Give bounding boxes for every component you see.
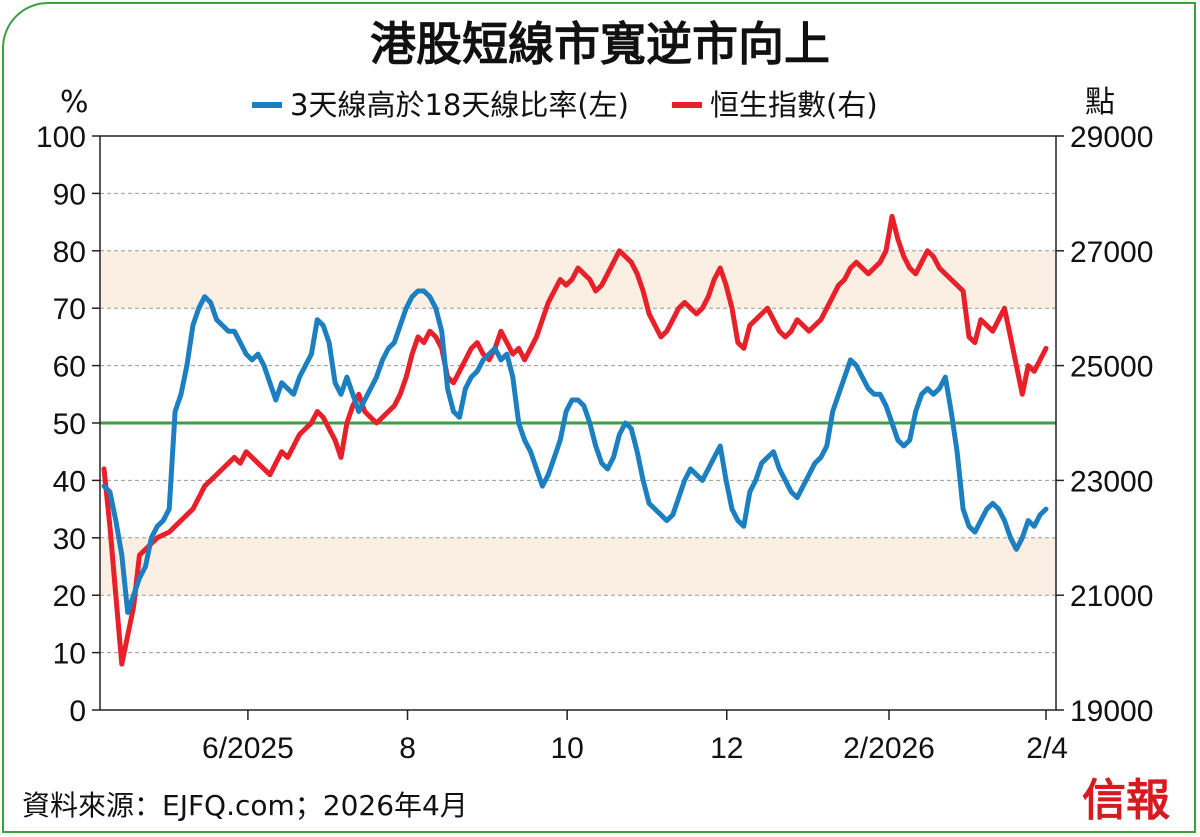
left-tick-label: 0 — [69, 695, 86, 728]
left-tick-label: 40 — [53, 465, 86, 498]
chart-title: 港股短線市寬逆市向上 — [370, 17, 830, 71]
x-tick-label: 8 — [399, 732, 416, 765]
series-line-hsi — [101, 213, 1049, 667]
shaded-band-1 — [100, 537, 1056, 596]
left-tick-label: 50 — [53, 408, 86, 441]
legend: 3天線高於18天線比率(左) 恒生指數(右) — [252, 88, 878, 122]
tick-labels: 0 10 20 30 40 50 60 70 80 90 100 19000 21000 23000 250… — [36, 121, 1154, 765]
series-lines — [101, 213, 1049, 667]
left-tick-label: 90 — [53, 178, 86, 211]
x-tick-label: 10 — [550, 732, 583, 765]
axes — [92, 135, 1064, 720]
legend-label-hsi: 恒生指數(右) — [710, 88, 878, 122]
right-axis-unit: 點 — [1085, 85, 1115, 120]
left-tick-label: 60 — [53, 351, 86, 384]
left-tick-label: 80 — [53, 236, 86, 269]
right-tick-label: 19000 — [1070, 695, 1153, 728]
shaded-bands — [100, 250, 1056, 596]
right-tick-label: 29000 — [1070, 121, 1153, 154]
legend-label-breadth: 3天線高於18天線比率(左) — [290, 88, 629, 122]
left-axis-unit: % — [60, 85, 89, 120]
shaded-band-0 — [100, 250, 1056, 309]
x-tick-label: 6/2025 — [202, 732, 294, 765]
x-tick-label: 2/2026 — [843, 732, 935, 765]
left-tick-label: 20 — [53, 580, 86, 613]
left-tick-label: 10 — [53, 638, 86, 671]
right-tick-label: 27000 — [1070, 236, 1153, 269]
series-line-breadth — [101, 288, 1049, 615]
source-note: 資料來源：EJFQ.com；2026年4月 — [22, 789, 468, 822]
right-tick-label: 23000 — [1070, 465, 1153, 498]
brand-logo: 信報 — [1082, 775, 1170, 826]
left-tick-label: 70 — [53, 293, 86, 326]
x-tick-label: 12 — [710, 732, 743, 765]
left-tick-label: 100 — [36, 121, 86, 154]
left-tick-label: 30 — [53, 523, 86, 556]
right-tick-label: 21000 — [1070, 580, 1153, 613]
right-tick-label: 25000 — [1070, 351, 1153, 384]
x-tick-label: 2/4 — [1026, 732, 1068, 765]
